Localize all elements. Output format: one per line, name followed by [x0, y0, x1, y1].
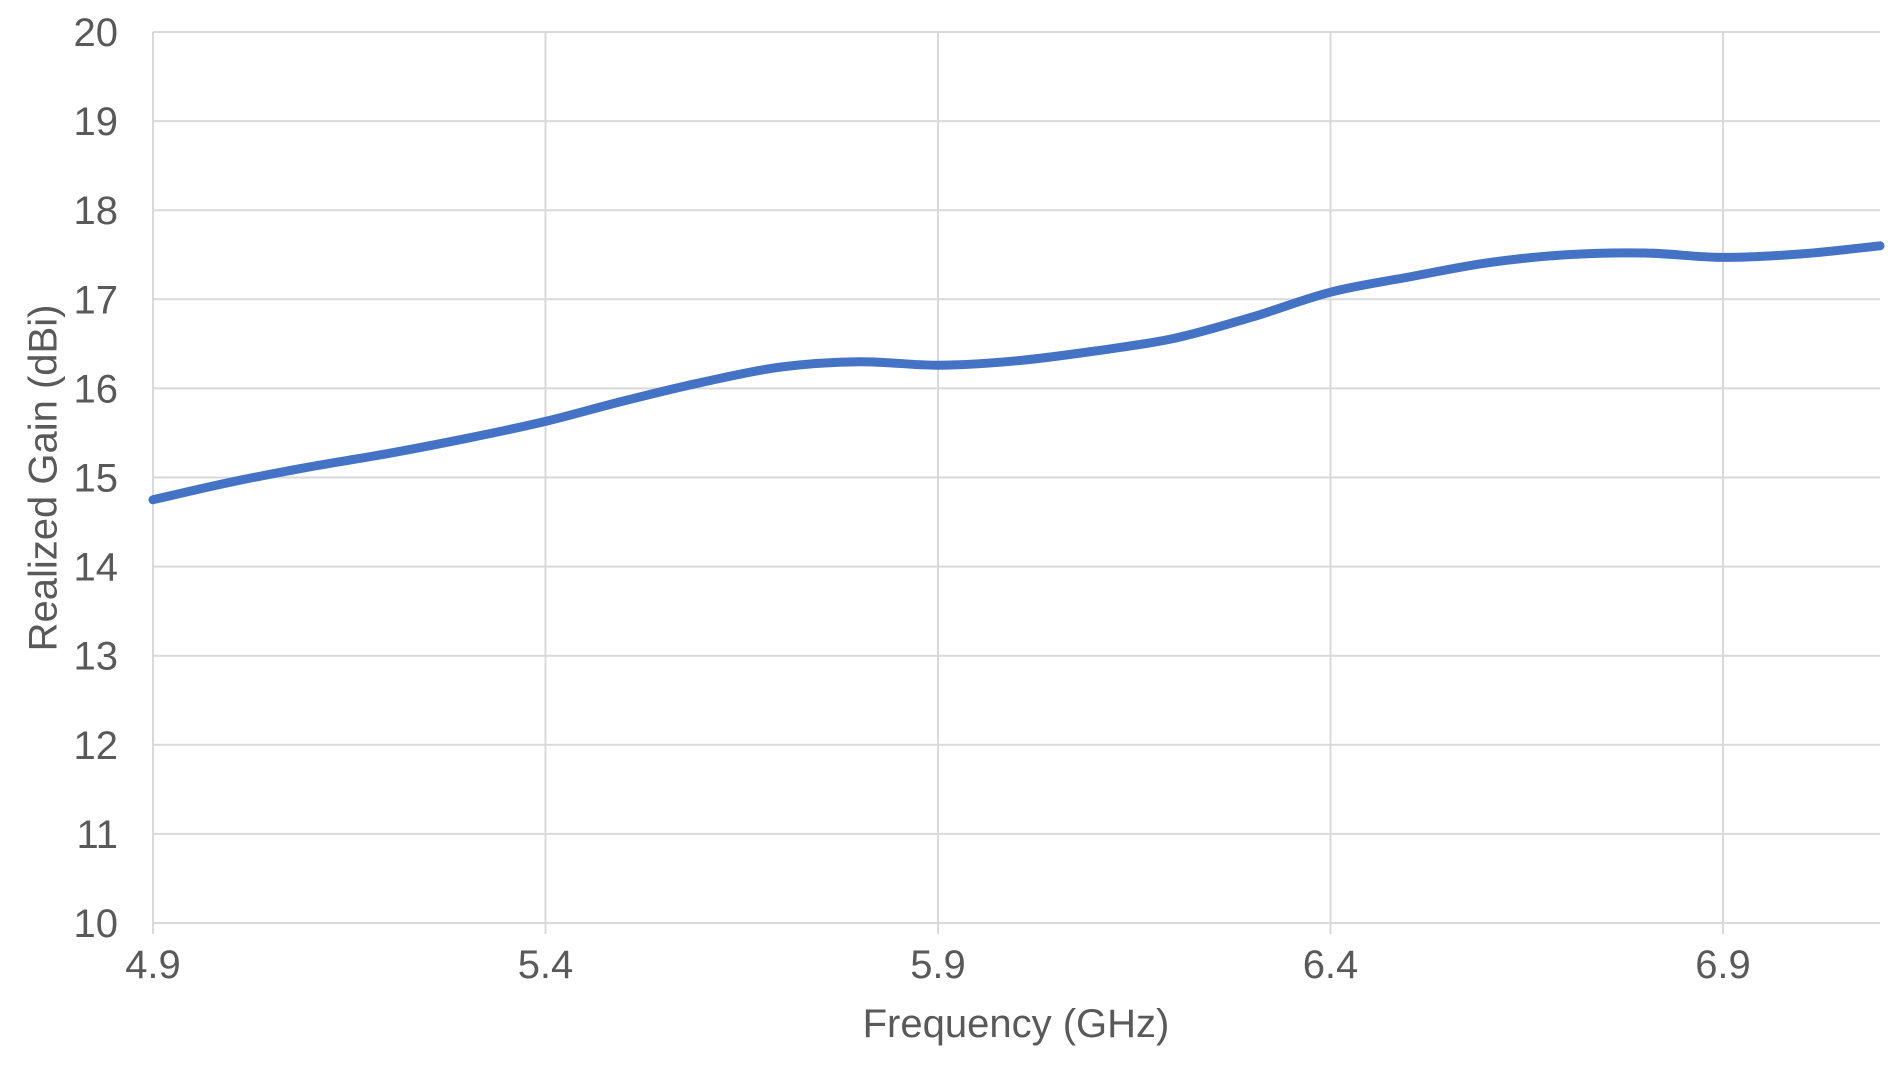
y-tick-label: 18 [74, 189, 119, 233]
x-axis-title: Frequency (GHz) [862, 1002, 1170, 1046]
y-tick-label: 16 [74, 367, 119, 411]
x-tick-label: 4.9 [125, 943, 181, 987]
gridlines [152, 31, 1880, 924]
y-tick-label: 15 [74, 457, 119, 501]
y-tick-label: 12 [74, 724, 119, 768]
y-tick-label: 20 [74, 11, 119, 55]
x-tick-label: 6.9 [1695, 943, 1751, 987]
y-tick-label: 13 [74, 635, 119, 679]
y-axis-title: Realized Gain (dBi) [21, 304, 66, 652]
y-tick-label: 14 [74, 546, 119, 590]
tick-labels: 10 11 12 13 14 15 16 17 18 19 20 4.9 5.4 5.9 6.4 6.9 [74, 11, 1751, 987]
y-tick-label: 10 [74, 902, 119, 946]
y-tick-label: 11 [76, 813, 118, 857]
x-tick-label: 6.4 [1303, 943, 1359, 987]
axis-ticks [152, 923, 1724, 934]
x-tick-label: 5.4 [518, 943, 574, 987]
y-tick-label: 17 [74, 278, 119, 322]
gain-curve-line [148, 241, 1885, 505]
y-tick-label: 19 [74, 100, 119, 144]
x-tick-label: 5.9 [910, 943, 966, 987]
